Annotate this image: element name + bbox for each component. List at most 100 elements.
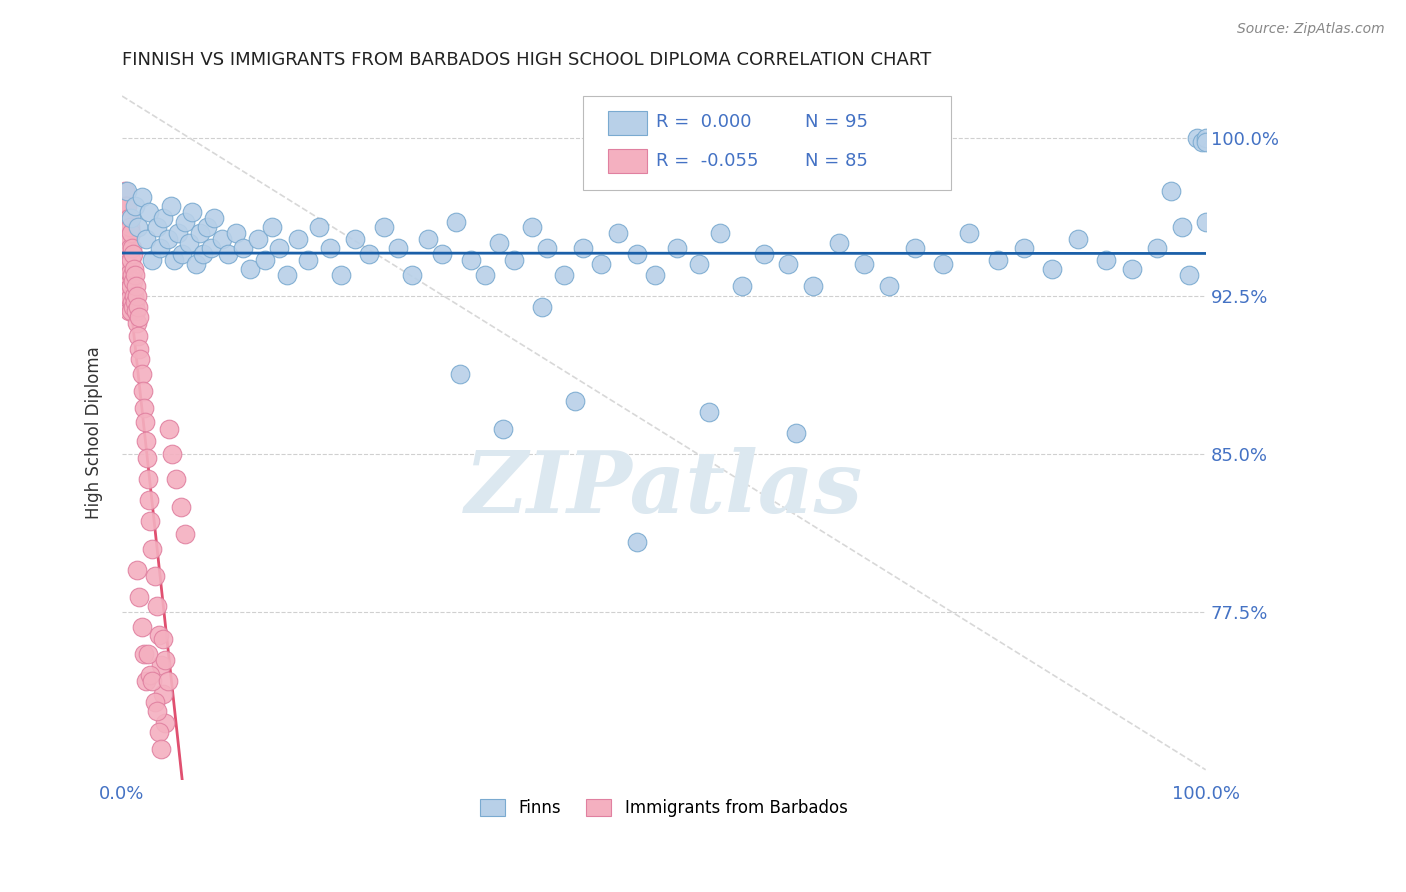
Point (785, 425, 807, 440)
Point (460, 253, 482, 268)
Point (254, 253, 277, 268)
Point (127, 329, 149, 343)
Point (155, 716, 177, 731)
Point (131, 190, 153, 204)
Point (114, 184, 136, 198)
Point (202, 211, 225, 226)
FancyBboxPatch shape (607, 112, 647, 135)
Point (904, 241, 927, 255)
Point (152, 632, 174, 647)
Point (828, 236, 851, 251)
Point (373, 219, 395, 234)
Point (131, 367, 153, 381)
Point (139, 514, 162, 528)
Point (217, 247, 239, 261)
Point (120, 253, 142, 268)
Point (129, 352, 152, 367)
Point (122, 289, 145, 303)
Point (132, 401, 155, 415)
Point (136, 647, 159, 661)
Point (163, 253, 186, 268)
Point (117, 215, 139, 229)
Point (184, 257, 207, 271)
Point (211, 232, 233, 246)
Point (329, 268, 352, 282)
Point (269, 241, 291, 255)
Point (121, 295, 143, 310)
Point (571, 241, 593, 255)
Point (148, 724, 170, 739)
Point (156, 232, 179, 246)
Point (387, 241, 409, 255)
Point (225, 226, 247, 240)
Point (488, 236, 510, 251)
Point (127, 563, 149, 577)
Point (644, 268, 666, 282)
Point (444, 215, 467, 229)
Point (127, 300, 149, 314)
Point (1160, 184, 1182, 198)
Point (239, 261, 262, 276)
Point (564, 394, 586, 409)
Point (114, 253, 136, 268)
Point (157, 422, 180, 436)
Point (589, 257, 612, 271)
Point (553, 268, 575, 282)
Text: R =  -0.055: R = -0.055 (657, 152, 759, 169)
Point (136, 472, 159, 486)
Point (1195, 215, 1218, 229)
Point (181, 204, 204, 219)
Point (778, 257, 800, 271)
Point (115, 295, 138, 310)
Point (141, 541, 163, 556)
Point (1195, 136, 1218, 150)
Point (319, 241, 342, 255)
Point (115, 253, 138, 268)
Point (1185, 131, 1208, 145)
Text: Source: ZipAtlas.com: Source: ZipAtlas.com (1237, 22, 1385, 37)
Point (115, 232, 138, 246)
Point (877, 278, 900, 293)
Point (148, 628, 170, 642)
Point (117, 257, 139, 271)
Point (150, 741, 173, 756)
Point (135, 674, 157, 689)
Point (145, 599, 167, 613)
Point (117, 283, 139, 297)
Point (344, 232, 367, 246)
Point (121, 268, 143, 282)
Point (138, 493, 160, 508)
Point (117, 211, 139, 226)
Point (155, 653, 177, 667)
Point (308, 219, 330, 234)
Point (626, 535, 648, 549)
Point (200, 241, 222, 255)
Point (1191, 136, 1213, 150)
Point (115, 198, 138, 212)
Text: FINNISH VS IMMIGRANTS FROM BARBADOS HIGH SCHOOL DIPLOMA CORRELATION CHART: FINNISH VS IMMIGRANTS FROM BARBADOS HIGH… (122, 51, 931, 69)
Point (122, 274, 145, 288)
Point (193, 247, 215, 261)
Point (1146, 241, 1168, 255)
Point (122, 261, 145, 276)
Point (127, 219, 149, 234)
Point (121, 241, 143, 255)
Point (117, 283, 139, 297)
Point (520, 219, 543, 234)
Point (607, 226, 630, 240)
Point (143, 695, 166, 709)
Point (120, 303, 142, 318)
Point (1178, 268, 1201, 282)
Point (138, 204, 160, 219)
Point (174, 215, 197, 229)
Point (128, 310, 150, 325)
Point (536, 241, 558, 255)
Point (136, 451, 159, 466)
Point (1012, 241, 1035, 255)
Point (127, 289, 149, 303)
Point (117, 232, 139, 246)
Point (120, 211, 142, 226)
Point (150, 657, 173, 672)
Point (297, 253, 319, 268)
Point (688, 257, 710, 271)
